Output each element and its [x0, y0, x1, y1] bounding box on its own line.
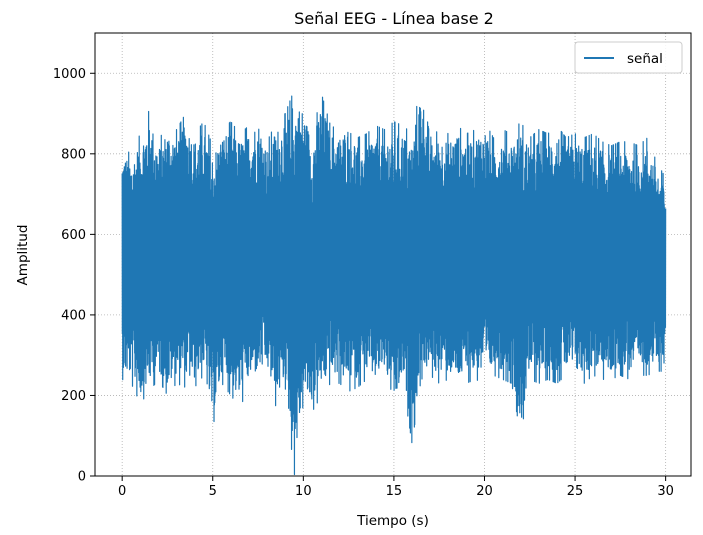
chart-title: Señal EEG - Línea base 2 — [294, 9, 494, 28]
legend-box — [574, 41, 683, 74]
legend-label: señal — [627, 51, 663, 67]
y-tick-label: 0 — [78, 470, 86, 485]
y-tick-label: 600 — [61, 228, 86, 243]
x-tick-label: 10 — [295, 484, 312, 499]
plot-area — [121, 95, 667, 476]
x-tick-label: 20 — [476, 484, 493, 499]
y-tick-label: 1000 — [53, 67, 86, 82]
x-axis: 0 5 10 15 20 25 30 — [118, 476, 674, 499]
x-tick-label: 5 — [209, 484, 217, 499]
legend: señal — [574, 41, 683, 74]
x-tick-label: 30 — [657, 484, 674, 499]
y-tick-label: 800 — [61, 147, 86, 162]
y-axis: 0 200 400 600 800 1000 — [53, 67, 95, 485]
x-tick-label: 0 — [118, 484, 126, 499]
y-tick-label: 200 — [61, 389, 86, 404]
x-tick-label: 25 — [567, 484, 584, 499]
series-line-senal — [121, 95, 667, 476]
y-axis-label: Amplitud — [15, 225, 31, 286]
x-axis-label: Tiempo (s) — [356, 513, 429, 529]
plot-frame — [94, 32, 692, 477]
y-tick-label: 400 — [61, 308, 86, 323]
x-tick-label: 15 — [386, 484, 403, 499]
